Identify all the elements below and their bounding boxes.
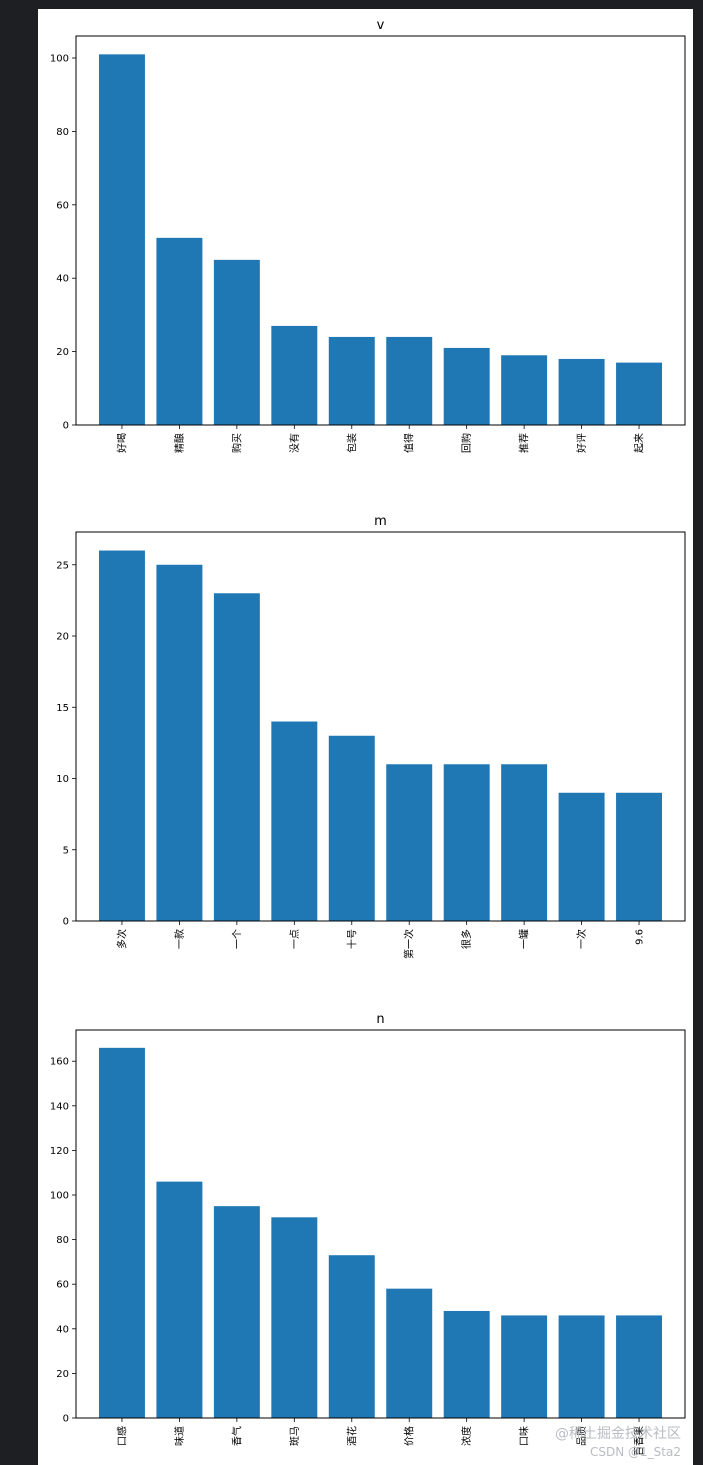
x-tick-label: 酒花: [345, 1426, 358, 1446]
bar: [616, 362, 663, 425]
watermark-line-1: @稀土掘金技术社区: [555, 1426, 681, 1442]
y-tick-label: 80: [56, 1235, 69, 1246]
bar: [616, 792, 663, 921]
bar: [271, 325, 318, 425]
bar: [558, 792, 605, 921]
bar: [156, 237, 203, 425]
y-tick-label: 100: [50, 1191, 69, 1202]
bar: [501, 355, 548, 425]
bar: [386, 1288, 433, 1418]
x-tick-label: 口味: [519, 1426, 531, 1446]
x-tick-label: 一个: [231, 929, 243, 949]
x-tick-label: 回购: [460, 433, 473, 453]
y-tick-label: 60: [56, 1280, 69, 1291]
x-tick-label: 百香果: [634, 1426, 646, 1456]
bar: [443, 764, 490, 921]
bar: [213, 259, 260, 425]
bar: [616, 1315, 663, 1418]
bar: [558, 1315, 605, 1418]
y-tick-label: 60: [56, 200, 69, 211]
x-tick-label: 一款: [173, 929, 186, 949]
x-tick-label: 推荐: [518, 433, 531, 453]
x-tick-label: 值得: [403, 433, 416, 453]
y-tick-label: 25: [56, 560, 69, 571]
axes-frame: [75, 531, 686, 922]
x-tick-label: 9.6: [635, 929, 646, 945]
x-tick-label: 没有: [288, 433, 301, 453]
bar: [213, 593, 260, 921]
axes-frame: [75, 1029, 686, 1419]
bar: [271, 1217, 318, 1418]
x-tick-label: 一罐: [518, 929, 531, 949]
x-tick-label: 口感: [115, 1426, 128, 1446]
y-tick-label: 120: [50, 1146, 69, 1157]
bar: [328, 1255, 375, 1418]
x-tick-label: 第一次: [403, 929, 416, 959]
bar: [98, 550, 145, 921]
x-tick-label: 十号: [345, 929, 358, 949]
x-tick-label: 多次: [115, 929, 128, 949]
y-tick-label: 0: [63, 421, 69, 432]
y-tick-label: 5: [63, 845, 69, 856]
y-tick-label: 40: [56, 274, 69, 285]
y-tick-label: 80: [56, 127, 69, 138]
x-tick-label: 香气: [230, 1426, 243, 1446]
y-tick-label: 40: [56, 1324, 69, 1335]
bar: [558, 358, 605, 425]
x-tick-label: 浓度: [460, 1426, 473, 1446]
chart-title: n: [376, 1012, 384, 1027]
bar: [501, 764, 548, 921]
watermark-line-2: CSDN @1_Sta2: [590, 1445, 681, 1459]
y-tick-label: 10: [56, 774, 69, 785]
x-tick-label: 好喝: [116, 433, 128, 453]
bar: [443, 347, 490, 425]
x-tick-label: 品质: [576, 1426, 588, 1446]
y-tick-label: 20: [56, 1369, 69, 1380]
charts-svg: v 0 20 40 60 80 100 好喝 精酿 购买 没有 包装 值得 回购 推荐 好评 起来 m 0 5 10 15…: [50, 18, 686, 1456]
x-tick-label: 购买: [230, 433, 243, 453]
y-tick-label: 20: [56, 347, 69, 358]
bar: [328, 735, 375, 921]
x-tick-label: 包装: [345, 433, 358, 453]
x-tick-label: 好评: [576, 433, 588, 453]
x-tick-label: 价格: [403, 1426, 416, 1446]
bar: [156, 1181, 203, 1418]
y-tick-label: 20: [56, 632, 69, 643]
bar: [443, 1310, 490, 1418]
bar: [213, 1206, 260, 1418]
bar: [98, 1047, 145, 1418]
x-tick-label: 起来: [634, 433, 646, 453]
y-tick-label: 160: [50, 1057, 69, 1068]
x-tick-label: 斑马: [288, 1426, 301, 1446]
bar: [156, 564, 203, 921]
x-tick-label: 味道: [173, 1426, 186, 1446]
bar: [386, 764, 433, 921]
y-tick-label: 0: [63, 917, 69, 928]
x-tick-label: 很多: [460, 929, 473, 949]
x-tick-label: 一点: [289, 929, 301, 949]
y-tick-label: 15: [56, 703, 69, 714]
bar: [386, 336, 433, 425]
bar: [328, 336, 375, 425]
bar: [98, 54, 145, 425]
y-tick-label: 140: [50, 1101, 69, 1112]
x-tick-label: 精酿: [173, 433, 186, 453]
axes-frame: [75, 35, 686, 426]
figure-canvas: v 0 20 40 60 80 100 好喝 精酿 购买 没有 包装 值得 回购 推荐 好评 起来 m 0 5 10 15…: [38, 9, 693, 1465]
chart-2: n 0 20 40 60 80 100 120 140 160 口感 味道 香气 斑马 酒花 价格 浓度 口味 品质…: [50, 1012, 686, 1456]
bar: [271, 721, 318, 921]
chart-title: m: [374, 514, 387, 529]
chart-title: v: [377, 18, 385, 33]
y-tick-label: 100: [50, 54, 69, 65]
x-tick-label: 一次: [575, 929, 588, 949]
y-tick-label: 0: [63, 1414, 69, 1425]
bar: [501, 1315, 548, 1418]
chart-1: m 0 5 10 15 20 25 多次 一款 一个 一点 十号 第一次 很多 一罐 一次 9.6: [56, 514, 686, 959]
chart-0: v 0 20 40 60 80 100 好喝 精酿 购买 没有 包装 值得 回购 推荐 好评 起来: [50, 18, 686, 453]
